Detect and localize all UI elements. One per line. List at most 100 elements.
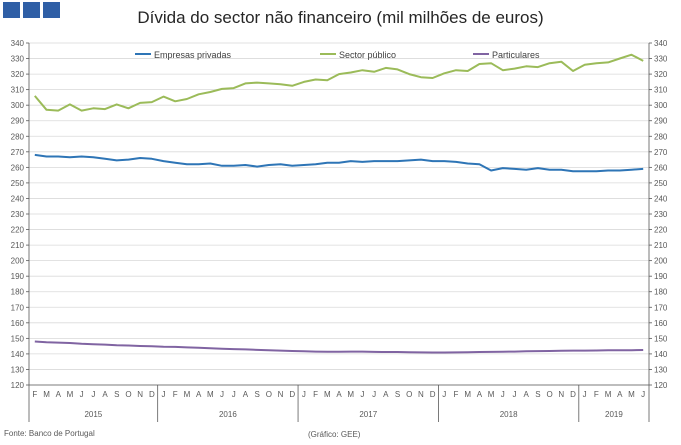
x-tick-label: A xyxy=(336,390,342,399)
y-tick-label: 280 xyxy=(11,132,25,141)
y-tick-label-right: 300 xyxy=(654,101,668,110)
x-tick-label: J xyxy=(80,390,84,399)
y-tick-label-right: 270 xyxy=(654,148,668,157)
y-tick-label: 320 xyxy=(11,70,25,79)
year-label: 2019 xyxy=(605,410,623,419)
x-tick-label: J xyxy=(372,390,376,399)
x-tick-label: M xyxy=(67,390,74,399)
x-tick-label: J xyxy=(442,390,446,399)
x-tick-label: N xyxy=(418,390,424,399)
y-tick-label: 180 xyxy=(11,288,25,297)
y-tick-label: 250 xyxy=(11,179,25,188)
y-tick-label: 290 xyxy=(11,117,25,126)
x-tick-label: D xyxy=(289,390,295,399)
y-tick-label: 130 xyxy=(11,365,25,374)
x-tick-label: O xyxy=(125,390,131,399)
logo-block xyxy=(3,2,20,18)
y-tick-label: 120 xyxy=(11,381,25,390)
x-tick-label: F xyxy=(173,390,178,399)
y-tick-label-right: 250 xyxy=(654,179,668,188)
x-tick-label: M xyxy=(628,390,635,399)
series-line xyxy=(34,53,644,112)
y-tick-label: 310 xyxy=(11,86,25,95)
y-tick-label: 270 xyxy=(11,148,25,157)
y-tick-label-right: 200 xyxy=(654,257,668,266)
x-tick-label: N xyxy=(558,390,564,399)
y-tick-label: 230 xyxy=(11,210,25,219)
chart-title: Dívida do sector não financeiro (mil mil… xyxy=(137,8,544,27)
y-tick-label: 220 xyxy=(11,226,25,235)
y-tick-label-right: 230 xyxy=(654,210,668,219)
credit-note: (Gráfico: GEE) xyxy=(308,430,361,439)
x-tick-label: M xyxy=(207,390,214,399)
x-tick-label: D xyxy=(430,390,436,399)
x-tick-label: M xyxy=(43,390,50,399)
x-tick-label: J xyxy=(232,390,236,399)
year-label: 2017 xyxy=(359,410,377,419)
x-tick-label: S xyxy=(254,390,259,399)
x-tick-label: S xyxy=(114,390,119,399)
x-tick-label: J xyxy=(641,390,645,399)
legend-label: Particulares xyxy=(492,50,540,60)
year-label: 2016 xyxy=(219,410,237,419)
y-tick-label: 160 xyxy=(11,319,25,328)
x-tick-label: J xyxy=(360,390,364,399)
y-tick-label-right: 140 xyxy=(654,350,668,359)
x-tick-label: S xyxy=(395,390,400,399)
x-tick-label: M xyxy=(464,390,471,399)
x-tick-label: J xyxy=(583,390,587,399)
series-line xyxy=(34,340,644,354)
y-tick-label: 170 xyxy=(11,303,25,312)
x-tick-label: J xyxy=(220,390,224,399)
x-tick-label: O xyxy=(266,390,272,399)
y-tick-label: 210 xyxy=(11,241,25,250)
y-tick-label-right: 320 xyxy=(654,70,668,79)
x-tick-label: D xyxy=(570,390,576,399)
y-tick-label-right: 310 xyxy=(654,86,668,95)
x-tick-label: M xyxy=(488,390,495,399)
x-tick-label: M xyxy=(184,390,191,399)
x-tick-label: M xyxy=(324,390,331,399)
x-tick-label: J xyxy=(91,390,95,399)
series-line xyxy=(34,153,644,173)
y-tick-label-right: 330 xyxy=(654,55,668,64)
logo-block xyxy=(23,2,40,18)
legend-label: Empresas privadas xyxy=(154,50,232,60)
y-tick-label-right: 290 xyxy=(654,117,668,126)
source-note: Fonte: Banco de Portugal xyxy=(4,429,95,438)
y-tick-label: 140 xyxy=(11,350,25,359)
logo-block xyxy=(43,2,60,18)
y-tick-label-right: 340 xyxy=(654,39,668,48)
x-tick-label: N xyxy=(137,390,143,399)
y-tick-label: 340 xyxy=(11,39,25,48)
y-tick-label-right: 280 xyxy=(654,132,668,141)
y-tick-label-right: 120 xyxy=(654,381,668,390)
y-tick-label-right: 170 xyxy=(654,303,668,312)
x-tick-label: A xyxy=(617,390,623,399)
x-tick-label: M xyxy=(347,390,354,399)
y-tick-label: 300 xyxy=(11,101,25,110)
x-tick-label: A xyxy=(523,390,529,399)
y-tick-label-right: 210 xyxy=(654,241,668,250)
x-tick-label: A xyxy=(56,390,62,399)
y-tick-label: 240 xyxy=(11,194,25,203)
x-tick-label: J xyxy=(501,390,505,399)
y-tick-label-right: 150 xyxy=(654,334,668,343)
y-tick-label-right: 180 xyxy=(654,288,668,297)
x-tick-label: A xyxy=(102,390,108,399)
x-tick-label: O xyxy=(546,390,552,399)
y-tick-label: 330 xyxy=(11,55,25,64)
y-tick-label-right: 240 xyxy=(654,194,668,203)
x-tick-label: J xyxy=(302,390,306,399)
x-tick-label: M xyxy=(605,390,612,399)
x-tick-label: A xyxy=(477,390,483,399)
x-tick-label: J xyxy=(512,390,516,399)
y-tick-label-right: 220 xyxy=(654,226,668,235)
x-tick-label: F xyxy=(454,390,459,399)
legend-label: Sector público xyxy=(339,50,396,60)
y-tick-label-right: 160 xyxy=(654,319,668,328)
y-tick-label: 190 xyxy=(11,272,25,281)
y-tick-label: 200 xyxy=(11,257,25,266)
x-tick-label: F xyxy=(594,390,599,399)
x-tick-label: F xyxy=(313,390,318,399)
